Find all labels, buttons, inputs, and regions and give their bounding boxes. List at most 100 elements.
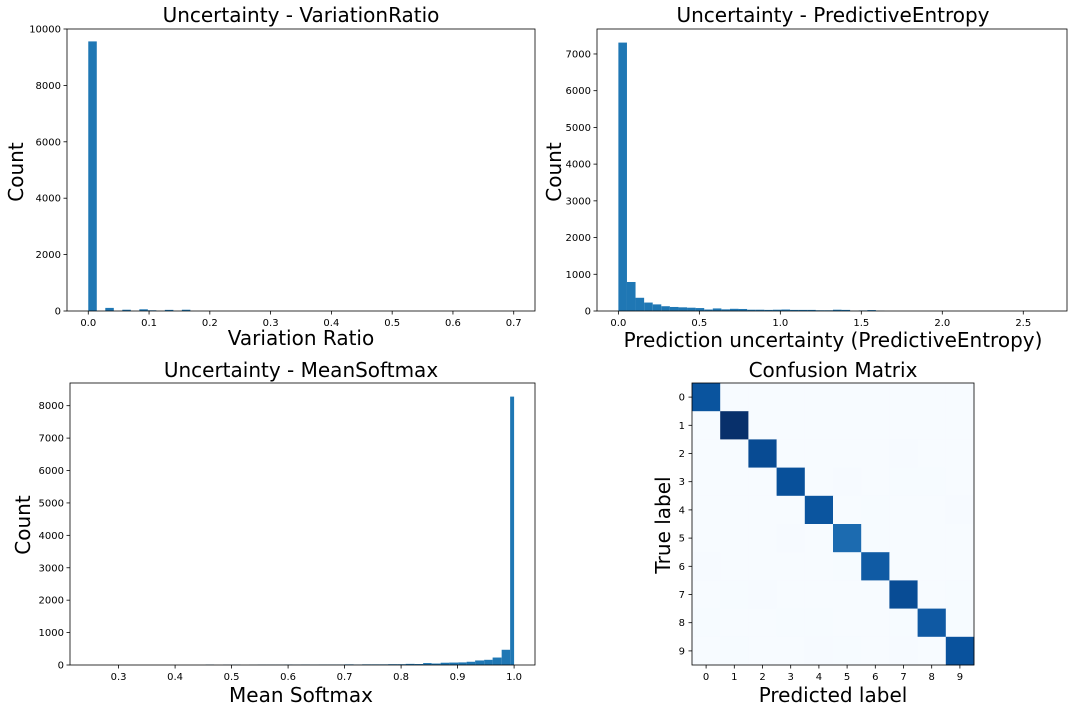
hist2-bar-21 (405, 663, 415, 665)
hist2-ytick-label-0: 0 (58, 661, 64, 672)
hist2-xtick-label-5: 0.8 (393, 672, 409, 683)
hist2-ytick-label-2: 2000 (39, 596, 64, 607)
cm-cell-7-3 (776, 580, 806, 609)
hist1-bar-10 (704, 309, 713, 311)
cm-ytick-label-6: 6 (679, 562, 685, 573)
cm-cell-2-7 (889, 439, 918, 468)
cm-cell-2-6 (861, 439, 890, 468)
cm-cell-2-5 (833, 439, 862, 468)
hist0-ytick-label-4: 8000 (36, 81, 61, 92)
cm-cell-1-9 (945, 411, 975, 440)
cm-cell-7-0 (692, 580, 721, 609)
panel-confusion-matrix: Confusion Matrix Predicted label True la… (651, 358, 975, 707)
x-axis-title-predictive-entropy: Prediction uncertainty (PredictiveEntrop… (624, 328, 1043, 352)
hist0-bar-3 (139, 309, 148, 311)
hist2-bar-25 (440, 662, 450, 665)
cm-cell-1-8 (917, 411, 947, 440)
cm-cell-8-9 (945, 608, 975, 638)
panel-title-predictive-entropy: Uncertainty - PredictiveEntropy (676, 3, 989, 27)
hist1-ytick-label-4: 4000 (566, 160, 591, 171)
cm-cell-0-7 (889, 383, 918, 412)
hist1-bar-15 (747, 309, 756, 311)
hist1-ytick-label-0: 0 (585, 307, 591, 318)
hist1-bar-13 (729, 308, 739, 311)
hist1-bar-1 (626, 281, 636, 311)
cm-cell-9-9 (945, 636, 975, 666)
cm-cell-3-5 (833, 467, 862, 497)
hist2-bar-24 (431, 663, 441, 665)
cm-cell-7-8 (917, 580, 947, 609)
hist0-xtick-label-3: 0.3 (263, 318, 279, 329)
hist2-bar-33 (510, 396, 515, 665)
hist2-xtick-label-1: 0.4 (167, 672, 183, 683)
panel-variation-ratio: Uncertainty - VariationRatio Variation R… (4, 3, 536, 350)
hist2-ytick-label-6: 6000 (39, 466, 64, 477)
cm-ytick-label-1: 1 (679, 421, 685, 432)
cm-cell-0-0 (692, 383, 721, 412)
cm-cell-8-1 (720, 608, 749, 638)
hist2-bar-32 (501, 649, 511, 665)
hist2-bar-31 (492, 657, 502, 665)
cm-cell-5-7 (889, 524, 918, 553)
cm-cell-2-0 (692, 439, 721, 468)
cm-axes-frame (691, 382, 975, 666)
hist1-bar-11 (712, 308, 722, 311)
cm-cell-4-9 (945, 495, 975, 525)
cm-cell-0-4 (804, 383, 834, 412)
panel-title-confusion-matrix: Confusion Matrix (749, 358, 918, 382)
hist2-xtick-label-7: 1.0 (506, 672, 522, 683)
cm-cell-0-3 (776, 383, 806, 412)
cm-xtick-label-4: 4 (816, 672, 822, 683)
hist1-bar-12 (721, 309, 730, 311)
cm-cell-7-2 (748, 580, 777, 609)
cm-xtick-label-3: 3 (788, 672, 794, 683)
cm-cell-5-5 (833, 524, 862, 553)
hist1-bar-6 (669, 306, 679, 311)
hist2-bar-28 (466, 661, 476, 665)
cm-cell-2-9 (945, 439, 975, 468)
cm-cell-5-1 (720, 524, 749, 553)
hist2-ytick-label-5: 5000 (39, 498, 64, 509)
hist1-bar-3 (644, 302, 653, 311)
hist2-bar-26 (449, 662, 459, 665)
hist2-ytick-label-4: 4000 (39, 531, 64, 542)
hist1-xtick-label-2: 1.0 (772, 318, 788, 329)
cm-cell-1-4 (804, 411, 834, 440)
hist2-xtick-label-0: 0.3 (111, 672, 127, 683)
hist0-ytick-label-1: 2000 (36, 250, 61, 261)
hist1-ytick-label-3: 3000 (566, 196, 591, 207)
hist2-bar-19 (388, 664, 398, 665)
hist2-bar-20 (397, 664, 406, 665)
hist2-bar-23 (423, 663, 432, 665)
y-axis-title-predictive-entropy: Count (542, 142, 566, 202)
cm-cell-6-6 (861, 552, 890, 581)
panel-mean-softmax: Uncertainty - MeanSoftmax Mean Softmax C… (11, 358, 536, 707)
hist2-bar-27 (458, 662, 467, 665)
hist1-bar-25 (832, 309, 842, 311)
hist1-ytick-label-7: 7000 (566, 49, 591, 60)
hist0-xtick-label-1: 0.1 (141, 318, 157, 329)
cm-cell-8-8 (917, 608, 947, 638)
cm-cell-0-1 (720, 383, 749, 412)
hist1-bar-4 (652, 304, 662, 311)
hist2-bar-29 (475, 660, 485, 665)
cm-cell-7-7 (889, 580, 918, 609)
cm-cell-9-7 (889, 636, 918, 666)
cm-cell-3-3 (776, 467, 806, 497)
hist2-ytick-label-7: 7000 (39, 434, 64, 445)
hist1-ytick-label-1: 1000 (566, 270, 591, 281)
cm-ytick-label-8: 8 (679, 618, 685, 629)
cm-xtick-label-1: 1 (731, 672, 737, 683)
x-axis-title-mean-softmax: Mean Softmax (229, 683, 373, 707)
cm-cell-6-2 (748, 552, 777, 581)
cm-cell-1-7 (889, 411, 918, 440)
cm-cell-9-8 (917, 636, 947, 666)
cm-cell-4-0 (692, 495, 721, 525)
hist1-ytick-label-6: 6000 (566, 86, 591, 97)
cm-ytick-label-5: 5 (679, 534, 685, 545)
hist0-ytick-label-0: 0 (55, 307, 61, 318)
cm-cell-1-5 (833, 411, 862, 440)
hist1-axes-frame (596, 28, 1068, 312)
hist2-xtick-label-6: 0.9 (450, 672, 466, 683)
cm-cell-7-1 (720, 580, 749, 609)
